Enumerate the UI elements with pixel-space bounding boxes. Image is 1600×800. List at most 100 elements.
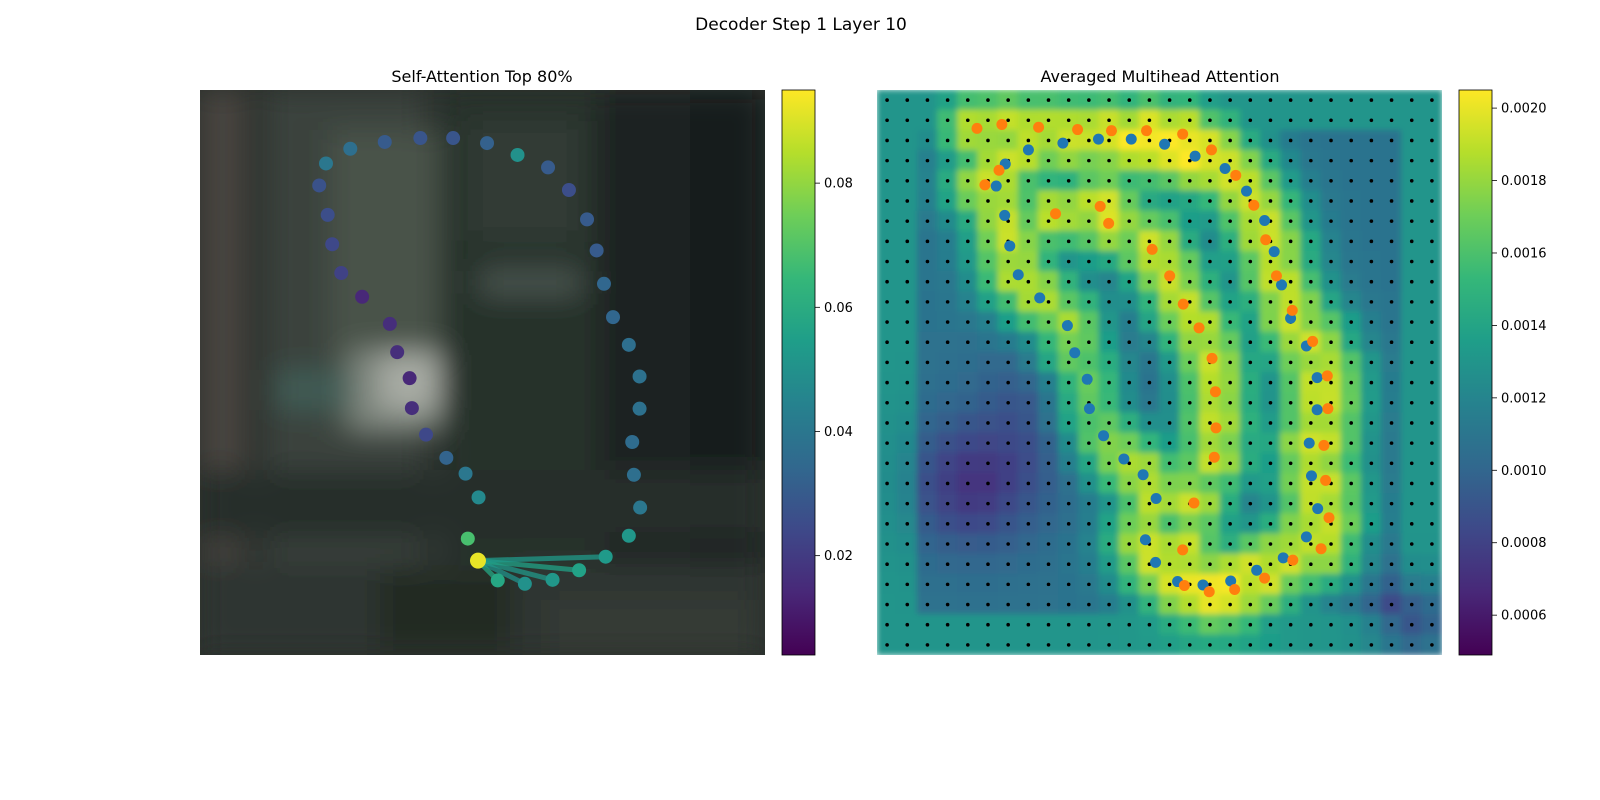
- grid-dot: [1228, 360, 1232, 365]
- grid-dot: [1147, 582, 1152, 587]
- grid-dot: [1309, 259, 1313, 264]
- grid-dot: [1107, 461, 1111, 466]
- background-photo: [200, 90, 765, 655]
- grid-dot: [1309, 239, 1313, 244]
- grid-dot: [1026, 400, 1031, 405]
- grid-dot: [1167, 522, 1172, 526]
- grid-dot: [1329, 259, 1333, 264]
- grid-dot: [885, 522, 889, 526]
- grid-dot: [1248, 622, 1253, 627]
- grid-dot: [905, 239, 910, 244]
- grid-dot: [1309, 522, 1313, 526]
- grid-dot: [1369, 380, 1374, 385]
- grid-dot: [1066, 179, 1071, 183]
- attention-point: [561, 183, 576, 198]
- attention-point: [541, 160, 556, 175]
- grid-dot: [1208, 542, 1212, 546]
- grid-dot: [1349, 542, 1353, 546]
- grid-dot: [1107, 300, 1111, 304]
- attention-point: [621, 528, 636, 543]
- grid-dot: [1389, 320, 1394, 324]
- grid-dot: [1187, 360, 1192, 365]
- grid-dot: [1187, 239, 1192, 244]
- grid-dot: [885, 461, 889, 466]
- grid-dot: [1228, 562, 1232, 566]
- grid-dot: [1369, 179, 1374, 183]
- grid-dot: [1248, 542, 1253, 546]
- grid-dot: [1208, 481, 1212, 486]
- grid-dot: [1066, 199, 1071, 203]
- grid-dot: [1026, 320, 1031, 324]
- grid-dot: [1046, 360, 1051, 365]
- grid-dot: [1107, 643, 1111, 647]
- grid-dot: [986, 481, 990, 486]
- grid-dot: [1066, 300, 1071, 304]
- grid-dot: [925, 602, 930, 607]
- trajectory-point-orange: [1208, 451, 1220, 463]
- grid-dot: [1147, 360, 1152, 365]
- grid-dot: [1369, 522, 1374, 526]
- grid-dot: [1268, 481, 1273, 486]
- grid-dot: [1409, 300, 1414, 304]
- grid-dot: [1208, 300, 1212, 304]
- grid-dot: [885, 602, 889, 607]
- grid-dot: [1369, 158, 1374, 163]
- grid-dot: [1228, 199, 1232, 203]
- grid-dot: [1430, 562, 1434, 566]
- grid-dot: [1006, 481, 1010, 486]
- grid-dot: [945, 259, 950, 264]
- grid-dot: [1430, 501, 1434, 506]
- grid-dot: [1127, 320, 1132, 324]
- grid-dot: [1167, 481, 1172, 486]
- grid-dot: [1430, 582, 1434, 587]
- grid-dot: [1167, 622, 1172, 627]
- grid-dot: [1107, 501, 1111, 506]
- grid-dot: [1208, 179, 1212, 183]
- grid-dot: [1026, 582, 1031, 587]
- grid-dot: [1389, 179, 1394, 183]
- grid-dot: [1369, 259, 1374, 264]
- grid-dot: [1430, 300, 1434, 304]
- grid-dot: [1006, 300, 1010, 304]
- grid-dot: [1087, 562, 1091, 566]
- grid-dot: [1268, 199, 1273, 203]
- grid-dot: [1187, 279, 1192, 284]
- grid-dot: [1430, 461, 1434, 466]
- grid-dot: [1107, 360, 1111, 365]
- grid-dot: [1208, 199, 1212, 203]
- grid-dot: [1006, 522, 1010, 526]
- grid-dot: [1369, 481, 1374, 486]
- grid-dot: [1107, 481, 1111, 486]
- grid-dot: [1147, 98, 1152, 102]
- colorbar-ticks: 0.02 0.04 0.06 0.08: [815, 177, 853, 564]
- grid-dot: [1006, 118, 1010, 123]
- grid-dot: [1389, 481, 1394, 486]
- grid-dot: [925, 300, 930, 304]
- trajectory-point-orange: [1193, 322, 1205, 334]
- grid-dot: [986, 461, 990, 466]
- colorbar-ticks: 0.0006 0.0008 0.0010 0.0012 0.0014 0.0016 0.00…: [1492, 102, 1547, 624]
- grid-dot: [925, 340, 930, 345]
- grid-dot: [905, 138, 910, 143]
- grid-dot: [1228, 340, 1232, 345]
- trajectory-point-blue: [1159, 138, 1171, 150]
- grid-dot: [1147, 239, 1152, 244]
- grid-dot: [1430, 158, 1434, 163]
- grid-dot: [1087, 199, 1091, 203]
- grid-dot: [1268, 522, 1273, 526]
- grid-dot: [1248, 522, 1253, 526]
- grid-dot: [1127, 400, 1132, 405]
- grid-dot: [1046, 501, 1051, 506]
- grid-dot: [1127, 340, 1132, 345]
- grid-dot: [1127, 98, 1132, 102]
- grid-dot: [1389, 138, 1394, 143]
- trajectory-point-blue: [1268, 246, 1280, 258]
- grid-dot: [966, 158, 970, 163]
- grid-dot: [1006, 441, 1010, 445]
- grid-dot: [1248, 360, 1253, 365]
- grid-dot: [1127, 421, 1132, 425]
- grid-dot: [1268, 582, 1273, 587]
- grid-dot: [905, 501, 910, 506]
- trajectory-point-orange: [1260, 234, 1272, 246]
- trajectory-point-blue: [1276, 279, 1288, 291]
